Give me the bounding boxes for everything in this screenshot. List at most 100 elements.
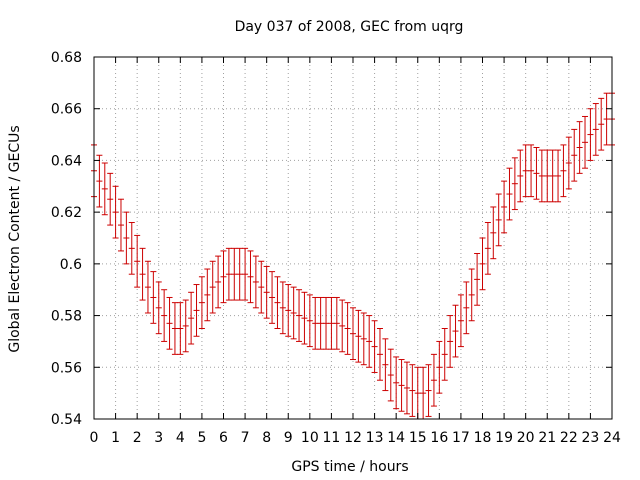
error-bar [117,198,124,252]
x-tick-label: 9 [284,430,293,446]
x-tick-label: 3 [154,430,163,446]
error-bar [549,149,556,203]
error-bar [215,255,222,309]
error-bar [150,271,157,324]
error-bar [344,302,351,355]
error-bar [339,299,346,353]
y-tick-label: 0.68 [51,50,82,66]
error-bar [323,296,330,350]
error-bar [592,103,599,156]
error-bar [409,364,416,417]
error-bar [306,294,313,348]
x-tick-label: 0 [90,430,99,446]
x-tick-label: 10 [301,430,319,446]
error-bar [436,340,443,394]
error-bar [128,221,135,275]
x-tick-label: 6 [219,430,228,446]
error-bar [468,268,475,322]
error-bar [301,291,308,345]
error-bar [490,206,497,260]
x-tick-label: 8 [262,430,271,446]
error-bar [403,361,410,415]
error-bar [447,315,454,368]
error-bar [258,260,265,314]
y-tick-label: 0.6 [60,257,82,273]
error-bar [96,154,103,208]
error-bar [350,307,356,361]
error-bar [263,265,270,319]
x-tick-label: 22 [560,430,578,446]
error-bar [582,115,589,169]
error-bar [182,299,189,353]
error-bar [511,157,518,211]
error-bar [517,149,524,203]
error-bar [598,97,605,151]
error-bar [198,276,205,329]
x-tick-label: 23 [582,430,600,446]
error-bar [296,289,303,342]
error-bar [220,250,227,304]
error-bar [231,247,238,301]
error-bar [452,304,459,358]
x-tick-label: 13 [366,430,384,446]
error-bar [479,237,486,291]
error-bar [225,247,232,301]
y-tick-label: 0.56 [51,360,82,376]
error-bar [209,260,216,314]
x-tick-label: 7 [241,430,250,446]
error-bar [252,255,259,309]
x-tick-label: 19 [495,430,513,446]
error-bar [533,147,540,200]
error-bar [107,172,114,226]
error-bar [528,144,535,198]
error-bar [587,108,594,161]
error-bar [236,247,243,301]
plot-frame [93,56,613,420]
error-bar [123,211,130,265]
error-bar [155,281,162,335]
error-bar [193,284,200,337]
error-bar [177,302,184,355]
y-tick-label: 0.54 [51,412,82,428]
error-bar [382,338,389,392]
error-bar [274,276,281,329]
error-bar [101,162,108,216]
error-bar [425,364,432,417]
error-bar [495,193,502,247]
error-bar [139,247,146,301]
error-bar [247,250,254,304]
error-bar [414,366,421,420]
error-bar [544,149,551,203]
grid-lines [94,57,612,419]
error-bar [371,320,378,373]
error-bar [430,353,437,407]
error-bar [317,296,324,350]
x-tick-label: 5 [197,430,206,446]
x-tick-label: 4 [176,430,185,446]
error-bar [560,144,567,198]
x-tick-label: 12 [344,430,362,446]
error-bar [144,260,151,314]
error-bar [441,328,448,381]
error-bar [603,92,610,146]
x-tick-label: 21 [538,430,556,446]
error-bar [555,149,562,203]
error-bar [279,281,286,335]
error-bar [501,180,508,234]
error-bar [565,136,572,190]
error-bar [355,309,362,363]
error-bar [576,121,583,174]
error-bar [398,359,405,412]
error-bar [112,185,119,239]
error-bar [290,286,297,340]
x-tick-label: 24 [603,430,621,446]
error-bar [360,312,367,366]
error-bar [522,144,529,198]
error-bar [242,247,249,301]
error-bar [506,167,513,221]
data-series [91,92,615,420]
error-bar [571,128,578,182]
error-bar [328,296,335,350]
error-bar [366,315,373,368]
